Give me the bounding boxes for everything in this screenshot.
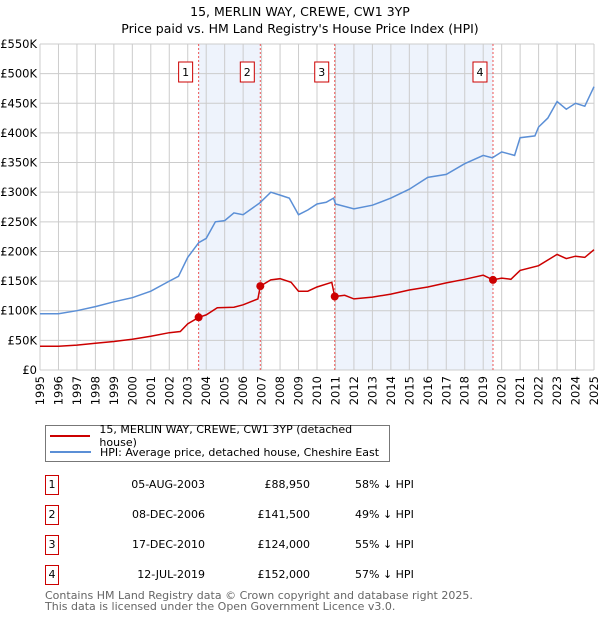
- sale-row: 3 17-DEC-2010 £124,000 55% ↓ HPI: [45, 535, 445, 555]
- sale-label: 1: [182, 66, 189, 79]
- chart-subtitle: Price paid vs. HM Land Registry's House …: [121, 21, 479, 36]
- sale-date: 17-DEC-2010: [131, 538, 205, 551]
- y-tick-label: £300K: [0, 185, 37, 199]
- y-tick-label: £250K: [0, 215, 37, 229]
- sale-label-box: [314, 61, 330, 83]
- sale-label-box: [178, 61, 194, 83]
- sale-row: 1 05-AUG-2003 £88,950 58% ↓ HPI: [45, 475, 445, 495]
- y-tick-label: £100K: [0, 304, 37, 318]
- footer-licence: This data is licensed under the Open Gov…: [45, 600, 396, 613]
- x-tick-label: 2002: [162, 376, 176, 405]
- x-tick-label: 2018: [458, 376, 472, 405]
- legend-label: HPI: Average price, detached house, Ches…: [100, 445, 380, 459]
- shaded-period: [198, 44, 261, 370]
- hpi-line: [40, 86, 595, 315]
- x-tick-label: 2000: [125, 376, 139, 405]
- legend: 15, MERLIN WAY, CREWE, CW1 3YP (detached…: [45, 423, 390, 462]
- x-tick-label: 1997: [70, 376, 84, 405]
- y-tick-label: £400K: [0, 126, 37, 140]
- x-tick-label: 2024: [569, 376, 583, 405]
- sale-price: £124,000: [257, 538, 311, 551]
- x-tick-label: 2005: [218, 376, 232, 405]
- legend-swatch: [50, 435, 91, 437]
- sale-point: [330, 292, 339, 301]
- sale-point: [488, 275, 497, 284]
- x-tick-label: 1999: [107, 376, 121, 405]
- sale-number: 4: [45, 565, 59, 585]
- legend-item-property: 15, MERLIN WAY, CREWE, CW1 3YP (detached…: [50, 423, 389, 449]
- footer-copyright: Contains HM Land Registry data © Crown c…: [45, 589, 473, 602]
- x-tick-label: 2017: [439, 376, 453, 405]
- sale-label: 2: [244, 66, 251, 79]
- x-tick-label: 1998: [88, 376, 102, 405]
- x-tick-label: 2013: [365, 376, 379, 405]
- x-tick-label: 2007: [255, 376, 269, 405]
- x-tick-label: 2009: [292, 376, 306, 405]
- sale-row: 4 12-JUL-2019 £152,000 57% ↓ HPI: [45, 565, 445, 585]
- chart: 1995 1996 1997 1998 1999 2000 2001 2002 2003 2004…: [0, 37, 600, 405]
- sale-label-box: [472, 61, 488, 83]
- x-tick-label: 2019: [476, 376, 490, 405]
- sale-point: [256, 282, 265, 291]
- sale-hpi-diff: 58% ↓ HPI: [355, 478, 414, 491]
- x-tick-label: 2021: [513, 376, 527, 405]
- x-tick-label: 2008: [273, 376, 287, 405]
- x-tick-label: 2011: [328, 376, 342, 405]
- y-tick-label: £450K: [0, 96, 37, 110]
- sale-date: 08-DEC-2006: [131, 508, 205, 521]
- sale-hpi-diff: 55% ↓ HPI: [355, 538, 414, 551]
- sale-number: 2: [45, 505, 59, 525]
- y-tick-label: £550K: [0, 37, 37, 51]
- x-tick-label: 2012: [347, 376, 361, 405]
- x-tick-label: 2001: [144, 376, 158, 405]
- x-tick-label: 2020: [495, 376, 509, 405]
- y-tick-label: £200K: [0, 244, 37, 258]
- sale-label-box: [239, 61, 255, 83]
- x-tick-label: 2025: [587, 376, 600, 405]
- sale-row: 2 08-DEC-2006 £141,500 49% ↓ HPI: [45, 505, 445, 525]
- sale-date: 05-AUG-2003: [131, 478, 205, 491]
- x-tick-label: 2022: [532, 376, 546, 405]
- x-tick-label: 2006: [236, 376, 250, 405]
- shaded-period: [334, 44, 493, 370]
- sale-price: £88,950: [264, 478, 311, 491]
- chart-title: 15, MERLIN WAY, CREWE, CW1 3YP: [190, 4, 410, 19]
- property-price-line: [40, 249, 595, 348]
- sale-hpi-diff: 57% ↓ HPI: [355, 568, 414, 581]
- sale-label: 4: [476, 66, 483, 79]
- y-tick-label: £50K: [8, 333, 38, 347]
- x-tick-label: 2023: [550, 376, 564, 405]
- sale-hpi-diff: 49% ↓ HPI: [355, 508, 414, 521]
- legend-item-hpi: HPI: Average price, detached house, Ches…: [50, 445, 379, 459]
- x-tick-label: 2010: [310, 376, 324, 405]
- sale-price: £152,000: [257, 568, 311, 581]
- x-tick-label: 1996: [51, 376, 65, 405]
- sale-date: 12-JUL-2019: [137, 568, 205, 581]
- sale-number: 3: [45, 535, 59, 555]
- y-tick-label: £150K: [0, 274, 37, 288]
- x-tick-label: 2003: [181, 376, 195, 405]
- x-tick-label: 2014: [384, 376, 398, 405]
- legend-label: 15, MERLIN WAY, CREWE, CW1 3YP (detached…: [99, 423, 353, 449]
- y-tick-label: £0: [22, 363, 37, 377]
- sale-number: 1: [45, 475, 59, 495]
- x-tick-label: 2004: [199, 376, 213, 405]
- legend-swatch: [50, 451, 91, 453]
- sale-label: 3: [318, 66, 325, 79]
- y-tick-label: £500K: [0, 67, 37, 81]
- y-tick-label: £350K: [0, 156, 37, 170]
- sale-price: £141,500: [257, 508, 311, 521]
- x-tick-label: 2015: [402, 376, 416, 405]
- x-tick-label: 1995: [33, 376, 47, 405]
- x-tick-label: 2016: [421, 376, 435, 405]
- sale-point: [194, 313, 203, 322]
